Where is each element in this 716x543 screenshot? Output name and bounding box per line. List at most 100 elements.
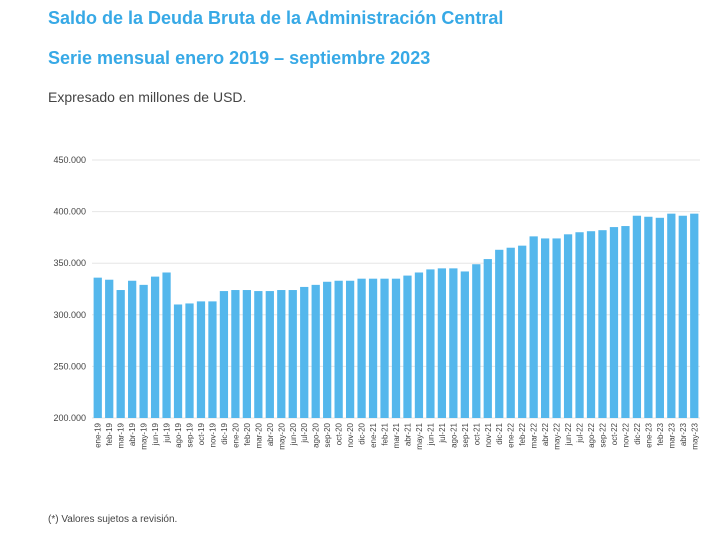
x-tick-label: jun-22 bbox=[564, 422, 573, 446]
bar-feb-23 bbox=[655, 217, 664, 418]
x-tick-label: ago-21 bbox=[449, 422, 458, 447]
x-tick-label: dic-19 bbox=[220, 422, 229, 444]
x-tick-label: may-23 bbox=[690, 422, 699, 449]
units-label: Expresado en millones de USD. bbox=[48, 89, 247, 105]
bar-ene-21 bbox=[368, 278, 378, 418]
x-tick-label: may-20 bbox=[277, 422, 286, 449]
x-tick-label: jul-19 bbox=[163, 422, 172, 443]
bar-chart: 200.000 250.000 300.000 350.000 400.000 450.0… bbox=[53, 155, 700, 450]
x-tick-label: nov-20 bbox=[346, 422, 355, 447]
bar-dic-19 bbox=[219, 291, 229, 418]
x-tick-label: ago-20 bbox=[312, 422, 321, 447]
x-tick-label: dic-22 bbox=[633, 422, 642, 444]
bar-mar-19 bbox=[116, 290, 125, 418]
bar-ene-22 bbox=[506, 247, 515, 418]
x-tick-label: mar-20 bbox=[254, 422, 263, 448]
x-tick-label: feb-20 bbox=[243, 422, 252, 445]
x-tick-label: oct-22 bbox=[610, 422, 619, 445]
bar-nov-22 bbox=[621, 226, 630, 418]
bar-ago-21 bbox=[449, 268, 458, 418]
bar-mar-23 bbox=[667, 213, 676, 418]
bar-abr-20 bbox=[265, 291, 274, 418]
bar-abr-19 bbox=[128, 280, 137, 418]
x-tick-label: mar-19 bbox=[117, 422, 126, 448]
x-tick-label: abr-21 bbox=[403, 422, 412, 446]
bar-jul-20 bbox=[300, 286, 309, 418]
x-tick-label: dic-20 bbox=[358, 422, 367, 444]
y-tick-label: 400.000 bbox=[53, 207, 86, 217]
bar-abr-21 bbox=[403, 275, 412, 418]
x-tick-label: feb-21 bbox=[381, 422, 390, 445]
bar-sep-20 bbox=[323, 281, 332, 418]
bar-ene-23 bbox=[644, 216, 653, 418]
bar-jun-22 bbox=[563, 234, 573, 418]
chart-title: Saldo de la Deuda Bruta de la Administra… bbox=[48, 8, 504, 28]
x-tick-label: may-22 bbox=[553, 422, 562, 449]
x-tick-label: mar-23 bbox=[667, 422, 676, 448]
x-tick-label: jul-22 bbox=[576, 422, 585, 443]
bar-abr-23 bbox=[678, 215, 687, 418]
x-tick-label: abr-20 bbox=[266, 422, 275, 446]
x-tick-label: sep-21 bbox=[461, 422, 470, 447]
x-tick-label: nov-21 bbox=[484, 422, 493, 447]
y-tick-label: 300.000 bbox=[53, 310, 86, 320]
bar-sep-21 bbox=[460, 271, 469, 418]
bar-may-20 bbox=[277, 290, 286, 418]
bar-oct-22 bbox=[609, 227, 619, 418]
x-tick-label: may-19 bbox=[140, 422, 149, 449]
bar-sep-19 bbox=[185, 303, 194, 418]
x-tick-label: may-21 bbox=[415, 422, 424, 449]
bar-jun-19 bbox=[150, 276, 160, 418]
bar-ene-20 bbox=[231, 290, 240, 418]
bar-jul-22 bbox=[575, 232, 584, 418]
x-tick-label: oct-19 bbox=[197, 422, 206, 445]
x-tick-label: ago-22 bbox=[587, 422, 596, 447]
bar-nov-19 bbox=[208, 301, 217, 418]
bar-sep-22 bbox=[598, 230, 607, 418]
x-tick-label: sep-22 bbox=[598, 422, 607, 447]
x-tick-label: ene-21 bbox=[369, 422, 378, 447]
bar-feb-19 bbox=[105, 279, 114, 418]
x-tick-label: dic-21 bbox=[495, 422, 504, 444]
y-tick-label: 350.000 bbox=[53, 258, 86, 268]
bar-ago-20 bbox=[311, 284, 320, 418]
footnote: (*) Valores sujetos a revisión. bbox=[48, 514, 178, 525]
x-tick-label: feb-19 bbox=[105, 422, 114, 445]
x-tick-label: feb-22 bbox=[518, 422, 527, 445]
bar-may-21 bbox=[414, 272, 424, 418]
bar-nov-20 bbox=[345, 280, 355, 418]
x-tick-label: nov-22 bbox=[621, 422, 630, 447]
x-tick-label: mar-21 bbox=[392, 422, 401, 448]
bar-mar-21 bbox=[391, 278, 401, 418]
bar-oct-20 bbox=[334, 280, 343, 418]
bar-oct-19 bbox=[196, 301, 206, 418]
bar-jul-19 bbox=[162, 272, 171, 418]
x-tick-label: ago-19 bbox=[174, 422, 183, 447]
x-tick-label: ene-20 bbox=[231, 422, 240, 447]
x-tick-label: nov-19 bbox=[208, 422, 217, 447]
bar-may-22 bbox=[552, 238, 561, 418]
x-tick-label: jul-20 bbox=[300, 422, 309, 443]
x-tick-label: abr-22 bbox=[541, 422, 550, 446]
bar-may-19 bbox=[139, 284, 148, 418]
bar-feb-22 bbox=[518, 245, 527, 418]
x-tick-label: oct-20 bbox=[335, 422, 344, 445]
bar-jun-21 bbox=[426, 269, 435, 418]
bar-ago-19 bbox=[173, 304, 183, 418]
x-tick-label: sep-20 bbox=[323, 422, 332, 447]
bar-mar-22 bbox=[529, 236, 538, 418]
bar-jun-20 bbox=[288, 290, 297, 418]
x-tick-label: ene-19 bbox=[94, 422, 103, 447]
x-tick-label: jun-20 bbox=[289, 422, 298, 446]
y-tick-label: 200.000 bbox=[53, 413, 86, 423]
y-tick-label: 250.000 bbox=[53, 361, 86, 371]
x-tick-label: abr-19 bbox=[128, 422, 137, 446]
bar-oct-21 bbox=[472, 264, 481, 418]
bar-ene-19 bbox=[93, 277, 102, 418]
bar-dic-21 bbox=[495, 249, 504, 418]
bar-dic-20 bbox=[357, 278, 366, 418]
y-tick-label: 450.000 bbox=[53, 155, 86, 165]
bar-dic-22 bbox=[632, 215, 642, 418]
bar-nov-21 bbox=[483, 259, 492, 418]
x-tick-label: mar-22 bbox=[530, 422, 539, 448]
